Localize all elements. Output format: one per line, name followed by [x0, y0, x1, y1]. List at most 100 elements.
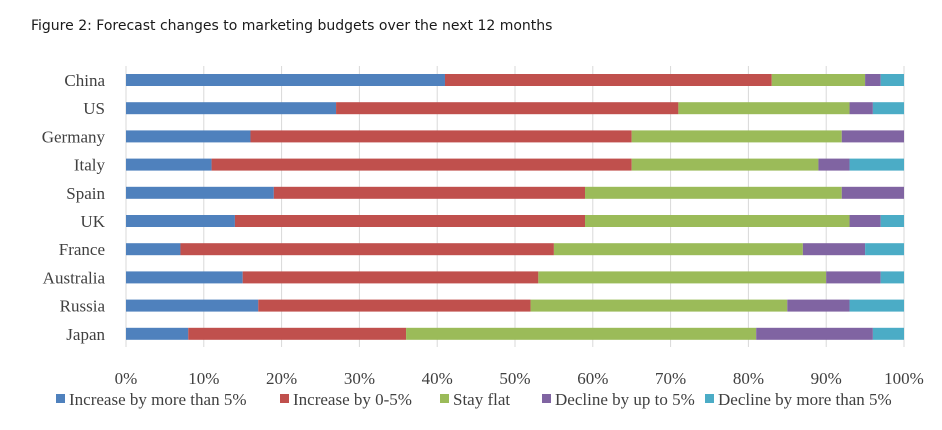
bar-row [126, 130, 904, 143]
bar-segment [849, 215, 881, 227]
bar-segment [126, 243, 181, 256]
legend: Increase by more than 5% Increase by 0-5%… [56, 390, 892, 409]
x-tick-label: 0% [115, 369, 138, 388]
bar-segment [872, 327, 904, 340]
bar-segment [273, 186, 586, 199]
legend-item: Decline by up to 5% [542, 390, 695, 409]
bar-row [126, 186, 904, 199]
bar-segment [126, 186, 274, 199]
legend-swatch [56, 394, 65, 403]
bar-segment [841, 130, 904, 143]
x-tick-label: 80% [733, 369, 764, 388]
bar-segment [234, 215, 586, 227]
x-tick-label: 70% [655, 369, 686, 388]
bar-segment [865, 74, 881, 86]
bar-segment [336, 102, 679, 115]
bar-segment [126, 130, 251, 143]
bar-segment [188, 327, 407, 340]
legend-label: Stay flat [453, 390, 510, 409]
legend-label: Decline by more than 5% [718, 390, 892, 409]
bar-segment [849, 299, 904, 312]
bar-segment [538, 271, 827, 284]
legend-label: Decline by up to 5% [555, 390, 695, 409]
x-tick-label: 100% [884, 369, 924, 388]
bar-segment [880, 271, 904, 284]
x-tick-label: 60% [577, 369, 608, 388]
category-label: Spain [66, 184, 105, 203]
x-tick-label: 10% [188, 369, 219, 388]
bar-row [126, 102, 904, 115]
x-tick-label: 90% [811, 369, 842, 388]
bar-segment [880, 215, 904, 227]
legend-swatch [280, 394, 289, 403]
bar-segment [258, 299, 531, 312]
legend-label: Increase by 0-5% [293, 390, 412, 409]
category-label: US [83, 99, 105, 118]
x-tick-label: 40% [422, 369, 453, 388]
bar-segment [250, 130, 632, 143]
bar-segment [242, 271, 539, 284]
legend-swatch [705, 394, 714, 403]
bar-segment [818, 158, 850, 171]
category-labels: China US Germany Italy Spain UK France Australi… [42, 71, 106, 344]
category-label: France [59, 240, 105, 259]
bar-segment [126, 215, 235, 227]
x-tick-label: 30% [344, 369, 375, 388]
bar-row [126, 327, 904, 340]
bar-segment [530, 299, 788, 312]
bar-segment [756, 327, 873, 340]
x-tick-label: 20% [266, 369, 297, 388]
category-label: Australia [43, 268, 106, 287]
legend-item: Decline by more than 5% [705, 390, 892, 409]
bar-segment [585, 186, 842, 199]
bar-segment [126, 74, 445, 86]
bar-segment [126, 102, 337, 115]
bar-segment [802, 243, 866, 256]
legend-swatch [542, 394, 551, 403]
bar-segment [444, 74, 772, 86]
legend-swatch [440, 394, 449, 403]
legend-item: Increase by more than 5% [56, 390, 246, 409]
bar-segment [553, 243, 803, 256]
bar-segment [180, 243, 554, 256]
category-label: Russia [60, 297, 106, 316]
bar-segment [880, 74, 904, 86]
bar-row [126, 215, 904, 227]
bar-segment [771, 74, 866, 86]
bar-segment [631, 158, 819, 171]
bar-segment [872, 102, 904, 115]
bar-segment [126, 158, 212, 171]
figure-title: Figure 2: Forecast changes to marketing … [31, 18, 553, 34]
bars [126, 74, 904, 340]
category-label: Japan [66, 325, 105, 344]
bar-segment [841, 186, 904, 199]
bar-row [126, 243, 904, 256]
legend-item: Stay flat [440, 390, 510, 409]
bar-segment [849, 102, 873, 115]
bar-segment [211, 158, 632, 171]
category-label: Italy [74, 156, 106, 175]
bar-segment [678, 102, 850, 115]
category-label: China [64, 71, 105, 90]
category-label: UK [80, 212, 105, 231]
x-tick-labels: 0% 10% 20% 30% 40% 50% 60% 70% 80% 90% 100% [115, 369, 924, 388]
bar-segment [126, 327, 189, 340]
category-label: Germany [42, 127, 106, 146]
bar-row [126, 74, 904, 86]
bar-segment [787, 299, 850, 312]
bar-segment [631, 130, 842, 143]
bar-segment [865, 243, 904, 256]
x-tick-label: 50% [499, 369, 530, 388]
legend-label: Increase by more than 5% [69, 390, 246, 409]
bar-segment [126, 299, 259, 312]
bar-row [126, 158, 904, 171]
bar-segment [126, 271, 243, 284]
legend-item: Increase by 0-5% [280, 390, 412, 409]
bar-segment [406, 327, 757, 340]
bar-segment [849, 158, 904, 171]
bar-segment [826, 271, 881, 284]
bar-row [126, 299, 904, 312]
bar-segment [585, 215, 850, 227]
bar-row [126, 271, 904, 284]
